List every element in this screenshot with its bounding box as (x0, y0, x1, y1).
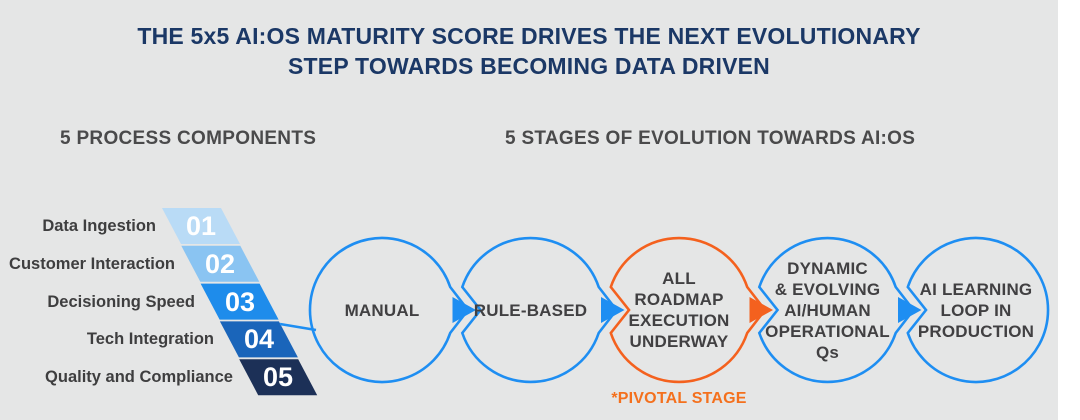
page-title-line2: STEP TOWARDS BECOMING DATA DRIVEN (288, 53, 770, 79)
stage-label-line: ROADMAP (634, 290, 724, 309)
stage-label-roadmap: ALL ROADMAP EXECUTION UNDERWAY (607, 238, 751, 382)
component-badge-shape-05 (239, 359, 318, 396)
component-label: Data Ingestion (42, 217, 156, 235)
stage-label-line: PRODUCTION (917, 321, 1035, 341)
pivotal-stage-note: *PIVOTAL STAGE (611, 390, 747, 407)
component-label: Tech Integration (86, 330, 214, 348)
stage-arrow-icon-3 (749, 297, 773, 323)
component-badge-number: 03 (224, 287, 256, 317)
component-badge-number: 04 (243, 324, 275, 354)
stage-circle-dynamic (757, 236, 916, 384)
connector-line (279, 322, 317, 332)
stage-label-line: ALL (662, 269, 696, 288)
component-badge-shape-03 (200, 283, 279, 320)
stage-label-rule-based: RULE-BASED (459, 238, 603, 382)
stage-label-line: AI/HUMAN (784, 300, 871, 320)
stage-label-line: LOOP IN (940, 300, 1012, 320)
component-badge-number: 05 (262, 362, 294, 392)
stage-label-line: MANUAL (344, 300, 420, 320)
stage-arrow-icon-2 (601, 297, 625, 323)
right-section-heading: 5 STAGES OF EVOLUTION TOWARDS AI:OS (505, 128, 916, 149)
stage-label-line: RULE-BASED (473, 300, 588, 320)
stage-circle-manual (308, 236, 470, 384)
component-label: Customer Interaction (9, 255, 175, 273)
page-title: THE 5x5 AI:OS MATURITY SCORE DRIVES THE … (0, 21, 1058, 81)
stage-label-line: DYNAMIC (787, 258, 868, 278)
stage-label-line: EXECUTION (628, 311, 730, 330)
stage-label-line: & EVOLVING (774, 279, 881, 299)
component-badge-number: 02 (204, 249, 236, 279)
component-label: Decisioning Speed (47, 293, 195, 311)
stage-label-line: UNDERWAY (629, 332, 729, 351)
component-badge-number: 01 (185, 211, 217, 241)
component-label: Quality and Compliance (45, 368, 233, 386)
right-margin (1058, 0, 1080, 420)
stage-label-line: Qs (815, 342, 840, 362)
stage-arrow-icon-4 (898, 297, 922, 323)
stage-label-ai-loop: AI LEARNING LOOP IN PRODUCTION (904, 238, 1048, 382)
left-section-heading: 5 PROCESS COMPONENTS (60, 128, 317, 149)
stage-label-line: AI LEARNING (919, 279, 1033, 299)
stage-circle-ai-loop (906, 236, 1050, 384)
stage-arrow-icon-1 (452, 297, 476, 323)
stage-circle-rule-based (460, 236, 619, 384)
stage-label-line: OPERATIONAL (765, 321, 890, 341)
component-badge-shape-02 (181, 245, 260, 282)
component-badge-shape-01 (162, 208, 240, 244)
page-title-line1: THE 5x5 AI:OS MATURITY SCORE DRIVES THE … (137, 23, 921, 49)
stage-circle-roadmap-pivotal (609, 236, 767, 384)
component-badge-shape-04 (219, 321, 298, 358)
stage-label-manual: MANUAL (310, 238, 454, 382)
stage-label-dynamic: DYNAMIC & EVOLVING AI/HUMAN OPERATIONAL … (756, 238, 900, 382)
